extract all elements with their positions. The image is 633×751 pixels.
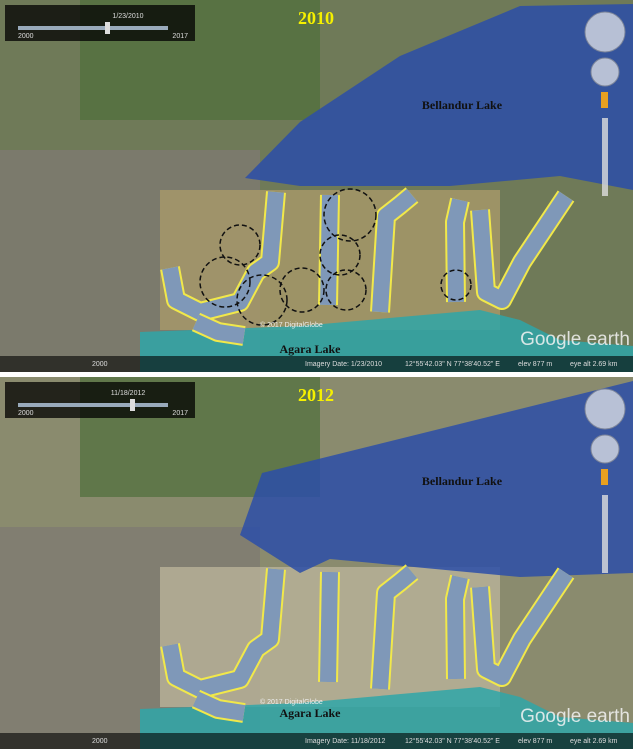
zoom-slider[interactable] [602, 495, 608, 573]
eye-altitude: eye alt 2.69 km [570, 738, 618, 745]
map-panel: 2012 Bellandur Lake Agara Lake 11/18/2012 20… [0, 377, 633, 749]
imagery-date: Imagery Date: 11/18/2012 [305, 738, 386, 745]
channel [372, 188, 418, 313]
elevation: elev 877 m [518, 361, 552, 368]
coordinates: 12°55'42.03" N 77°38'40.52" E [405, 737, 500, 745]
slider-start: 2000 [18, 33, 34, 40]
channel [320, 571, 338, 683]
channel [372, 565, 418, 690]
zoom-slider[interactable] [602, 118, 608, 196]
elevation: elev 877 m [518, 738, 552, 745]
channel [162, 191, 284, 320]
imagery-date: Imagery Date: 1/23/2010 [305, 361, 382, 368]
time-slider[interactable] [5, 382, 195, 418]
channel [447, 198, 468, 303]
slider-end: 2017 [172, 410, 188, 417]
scale-year: 2000 [92, 361, 108, 368]
slider-date: 11/18/2012 [111, 390, 146, 397]
coordinates: 12°55'42.03" N 77°38'40.52" E [405, 360, 500, 368]
slider-track [18, 403, 168, 407]
dump-circle [199, 256, 251, 308]
year-label: 2010 [298, 8, 334, 28]
year-label: 2012 [298, 385, 334, 405]
copyright: © 2017 DigitalGlobe [260, 321, 323, 329]
dump-circle [323, 188, 377, 242]
bellandur-lake [245, 4, 633, 190]
dump-circle [440, 269, 472, 301]
slider-start: 2000 [18, 410, 34, 417]
channel [320, 194, 338, 306]
lake-label: Agara Lake [280, 706, 342, 720]
slider-thumb[interactable] [105, 22, 110, 34]
bellandur-lake [240, 381, 633, 577]
dump-circle [319, 234, 361, 276]
channel [472, 191, 573, 308]
pegman[interactable] [601, 469, 608, 485]
slider-end: 2017 [172, 33, 188, 40]
slider-date: 1/23/2010 [112, 13, 143, 20]
channel [162, 568, 284, 697]
map-panel: 2010 Bellandur Lake Agara Lake 1/23/2010 200… [0, 0, 633, 372]
copyright: © 2017 DigitalGlobe [260, 698, 323, 706]
eye-altitude: eye alt 2.69 km [570, 361, 618, 368]
pan-control[interactable] [590, 57, 620, 87]
scale-year: 2000 [92, 738, 108, 745]
google-earth-logo: Google earth [520, 706, 630, 727]
channel [447, 575, 468, 680]
dump-circle [279, 267, 325, 313]
slider-thumb[interactable] [130, 399, 135, 411]
time-slider[interactable] [5, 5, 195, 41]
channel [192, 314, 246, 344]
channel [192, 691, 246, 721]
status-bar [0, 356, 633, 372]
lake-label: Bellandur Lake [422, 98, 503, 112]
dump-circle [236, 274, 288, 326]
lake-label: Agara Lake [280, 342, 342, 356]
channel [472, 568, 573, 685]
dump-circle [325, 269, 367, 311]
dump-circle [219, 224, 261, 266]
compass[interactable] [584, 388, 626, 430]
slider-track [18, 26, 168, 30]
google-earth-logo: Google earth [520, 329, 630, 350]
pan-control[interactable] [590, 434, 620, 464]
lake-label: Bellandur Lake [422, 474, 503, 488]
pegman[interactable] [601, 92, 608, 108]
status-bar [0, 733, 633, 749]
compass[interactable] [584, 11, 626, 53]
